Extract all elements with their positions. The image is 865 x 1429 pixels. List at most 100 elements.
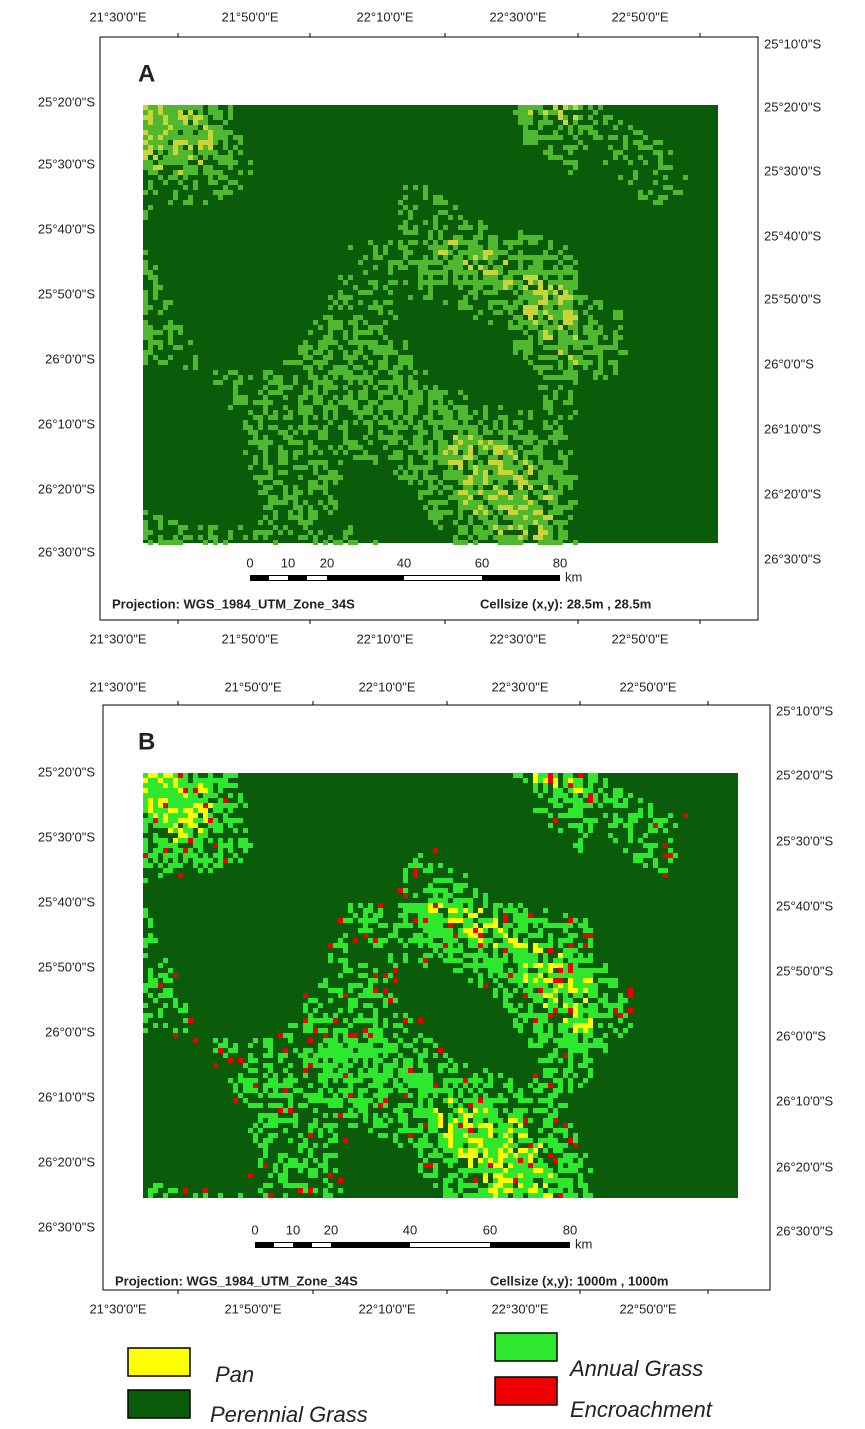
raster-cell <box>183 160 188 165</box>
raster-cell <box>478 963 483 968</box>
raster-cell <box>663 873 668 878</box>
raster-cell <box>518 435 523 440</box>
raster-cell <box>463 1183 468 1188</box>
raster-cell <box>438 1123 443 1128</box>
raster-cell <box>433 928 438 933</box>
raster-cell <box>463 1118 468 1123</box>
raster-cell <box>348 1053 353 1058</box>
raster-cell <box>463 1108 468 1113</box>
raster-cell <box>158 993 163 998</box>
raster-cell <box>498 510 503 515</box>
raster-cell <box>323 1013 328 1018</box>
raster-cell <box>568 1048 573 1053</box>
raster-cell <box>523 450 528 455</box>
raster-cell <box>278 1053 283 1058</box>
raster-cell <box>418 1018 423 1023</box>
raster-cell <box>203 833 208 838</box>
raster-cell <box>413 1078 418 1083</box>
raster-cell <box>238 818 243 823</box>
raster-cell <box>593 798 598 803</box>
raster-cell <box>143 828 148 833</box>
raster-cell <box>323 1038 328 1043</box>
raster-cell <box>313 400 318 405</box>
raster-cell <box>333 1028 338 1033</box>
raster-cell <box>308 1133 313 1138</box>
raster-cell <box>558 275 563 280</box>
raster-cell <box>188 170 193 175</box>
raster-cell <box>548 1098 553 1103</box>
raster-cell <box>503 445 508 450</box>
raster-cell <box>413 205 418 210</box>
raster-cell <box>188 838 193 843</box>
raster-cell <box>543 420 548 425</box>
raster-cell <box>393 440 398 445</box>
raster-cell <box>178 813 183 818</box>
latitude-label: 25°30'0"S <box>38 156 95 171</box>
raster-cell <box>528 295 533 300</box>
raster-cell <box>633 170 638 175</box>
raster-cell <box>183 1188 188 1193</box>
raster-cell <box>308 450 313 455</box>
raster-cell <box>513 450 518 455</box>
raster-cell <box>523 440 528 445</box>
raster-cell <box>558 135 563 140</box>
raster-cell <box>433 405 438 410</box>
raster-cell <box>553 963 558 968</box>
raster-cell <box>173 998 178 1003</box>
raster-cell <box>393 315 398 320</box>
raster-cell <box>198 778 203 783</box>
raster-cell <box>223 145 228 150</box>
raster-cell <box>403 470 408 475</box>
raster-cell <box>578 803 583 808</box>
raster-cell <box>153 1188 158 1193</box>
raster-cell <box>213 1063 218 1068</box>
raster-cell <box>568 320 573 325</box>
raster-cell <box>583 933 588 938</box>
raster-cell <box>298 1188 303 1193</box>
raster-cell <box>538 978 543 983</box>
raster-cell <box>573 1043 578 1048</box>
raster-cell <box>203 818 208 823</box>
raster-cell <box>483 1113 488 1118</box>
raster-cell <box>198 145 203 150</box>
raster-cell <box>488 1143 493 1148</box>
raster-cell <box>428 410 433 415</box>
raster-cell <box>523 978 528 983</box>
raster-cell <box>533 948 538 953</box>
raster-cell <box>438 395 443 400</box>
raster-cell <box>443 485 448 490</box>
raster-cell <box>433 943 438 948</box>
raster-cell <box>533 295 538 300</box>
raster-cell <box>478 1108 483 1113</box>
raster-cell <box>613 340 618 345</box>
raster-cell <box>548 150 553 155</box>
raster-cell <box>408 250 413 255</box>
raster-cell <box>448 1143 453 1148</box>
raster-cell <box>428 933 433 938</box>
raster-cell <box>423 1038 428 1043</box>
raster-cell <box>493 515 498 520</box>
raster-cell <box>563 1158 568 1163</box>
raster-cell <box>503 495 508 500</box>
raster-cell <box>568 300 573 305</box>
raster-cell <box>423 415 428 420</box>
raster-cell <box>488 530 493 535</box>
raster-cell <box>408 475 413 480</box>
raster-cell <box>533 505 538 510</box>
raster-cell <box>218 838 223 843</box>
raster-cell <box>578 300 583 305</box>
raster-cell <box>463 933 468 938</box>
raster-cell <box>603 963 608 968</box>
raster-cell <box>558 938 563 943</box>
raster-cell <box>438 455 443 460</box>
raster-cell <box>358 1098 363 1103</box>
raster-cell <box>313 1093 318 1098</box>
raster-cell <box>458 255 463 260</box>
raster-cell <box>383 1093 388 1098</box>
raster-cell <box>533 515 538 520</box>
raster-cell <box>353 1003 358 1008</box>
raster-cell <box>528 1148 533 1153</box>
raster-cell <box>368 290 373 295</box>
raster-cell <box>473 240 478 245</box>
raster-cell <box>378 305 383 310</box>
